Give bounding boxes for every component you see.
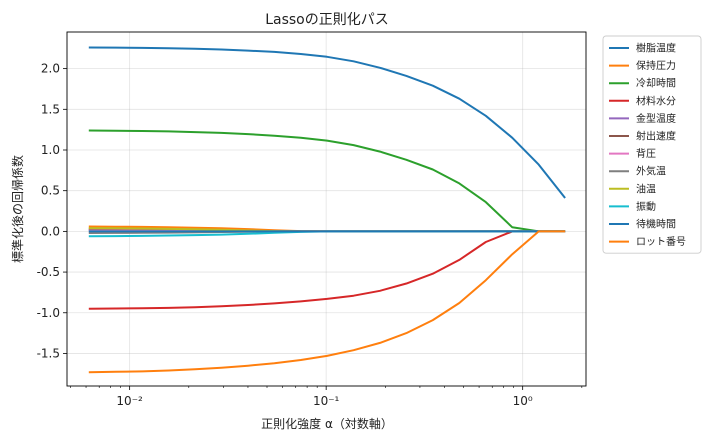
legend-label: 材料水分 [636, 94, 676, 107]
y-tick-label: -1.5 [37, 346, 60, 360]
y-tick-label: 1.5 [41, 102, 60, 116]
legend-label: 待機時間 [636, 218, 676, 231]
legend-label: ロット番号 [636, 236, 686, 248]
x-tick-label: 10⁰ [513, 394, 533, 408]
legend-label: 振動 [636, 200, 656, 213]
series-line-3 [88, 129, 566, 233]
legend-label: 金型温度 [636, 112, 676, 125]
series-line-1 [88, 46, 566, 199]
y-tick-label: -0.5 [37, 265, 60, 279]
legend-label: 保持圧力 [636, 59, 676, 72]
legend: 樹脂温度保持圧力冷却時間材料水分金型温度射出速度背圧外気温油温振動待機時間ロット… [602, 35, 702, 254]
axis-ticks: 10⁻² 10⁻¹ 10⁰ 2.0 1.5 1.0 0.5 0.0 -0.5 -1.0 -1.5 [37, 62, 583, 408]
y-tick-label: 1.0 [41, 143, 60, 157]
y-tick-label: 0.0 [41, 224, 60, 238]
legend-box [602, 35, 702, 254]
y-axis-label: 標準化後の回帰係数 [10, 155, 25, 263]
series-layer [88, 46, 566, 374]
series-line-4 [88, 230, 566, 310]
legend-label: 冷却時間 [636, 77, 676, 90]
legend-label: 樹脂温度 [636, 42, 676, 55]
legend-label: 射出速度 [636, 130, 676, 143]
y-tick-label: -1.0 [37, 306, 60, 320]
x-tick-label: 10⁻¹ [313, 394, 340, 408]
y-tick-label: 2.0 [41, 62, 60, 76]
legend-label: 背圧 [636, 147, 656, 160]
series-line-12 [88, 230, 566, 374]
x-tick-label: 10⁻² [116, 394, 143, 408]
y-tick-label: 0.5 [41, 184, 60, 198]
legend-label: 外気温 [636, 165, 666, 178]
legend-label: 油温 [636, 182, 656, 195]
x-axis-label: 正則化強度 α（対数軸） [261, 416, 393, 431]
chart-title: Lassoの正則化パス [265, 12, 389, 28]
